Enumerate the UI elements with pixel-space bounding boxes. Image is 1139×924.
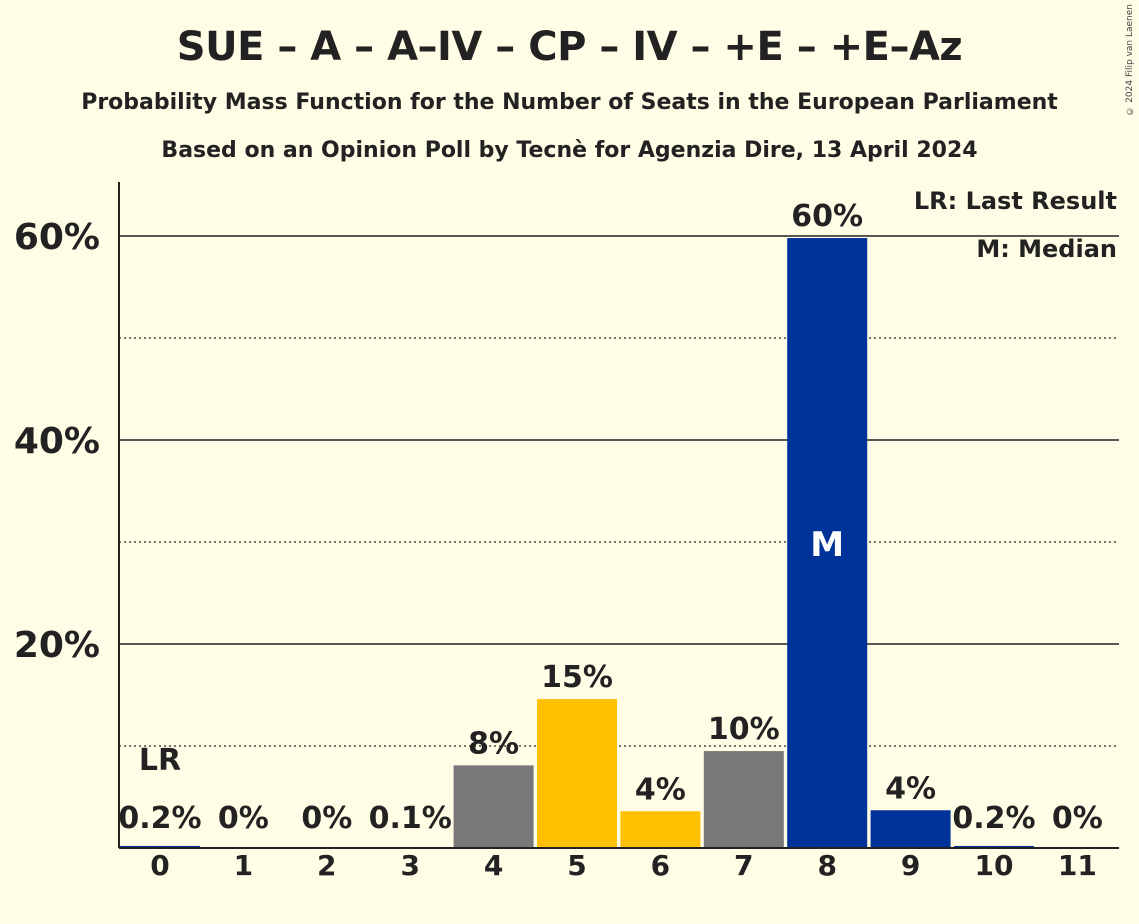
y-tick-label: 60%	[14, 217, 100, 258]
x-tick-label: 9	[901, 849, 920, 882]
x-tick-label: 10	[975, 849, 1014, 882]
x-tick-label: 8	[817, 849, 836, 882]
bar-value-label: 4%	[885, 771, 936, 806]
y-tick-label: 20%	[14, 625, 100, 666]
x-tick-label: 0	[150, 849, 169, 882]
bar-seats-8	[787, 238, 868, 849]
axes: 20% 40% 60% 0 1 2 3 4 5 6 7 8 9 10 11	[14, 182, 1119, 882]
bar-value-label: 0.2%	[118, 801, 201, 836]
x-tick-label: 5	[567, 849, 586, 882]
x-tick-label: 11	[1058, 849, 1097, 882]
median-marker: M	[810, 525, 844, 565]
chart-subtitle: Probability Mass Function for the Number…	[81, 90, 1058, 115]
bar-seats-4	[453, 765, 534, 848]
bar-labels: 0.2% 0% 0% 0.1% 8% 15% 4% 10% 60% 4% 0.2% 0% M LR	[118, 199, 1102, 836]
chart-source-line: Based on an Opinion Poll by Tecnè for Ag…	[161, 138, 978, 163]
bar-seats-6	[620, 811, 701, 848]
bar-value-label: 60%	[791, 199, 863, 234]
bar-seats-5	[537, 699, 617, 848]
bar-value-label: 8%	[468, 726, 519, 761]
bar-value-label: 4%	[635, 772, 686, 807]
bar-value-label: 0.1%	[369, 801, 452, 836]
bar-seats-10	[954, 845, 1034, 848]
bar-seats-7	[703, 751, 784, 848]
legend: LR: Last Result M: Median	[914, 187, 1117, 263]
bars	[120, 238, 1034, 849]
x-tick-label: 3	[400, 849, 419, 882]
y-tick-label: 40%	[14, 421, 100, 462]
x-tick-label: 2	[317, 849, 336, 882]
chart-title: SUE – A – A–IV – CP – IV – +E – +E–Az	[176, 24, 963, 70]
x-tick-label: 6	[651, 849, 670, 882]
bar-value-label: 0%	[1052, 801, 1103, 836]
x-tick-label: 7	[734, 849, 753, 882]
gridlines	[119, 235, 1119, 747]
x-tick-label: 1	[234, 849, 253, 882]
bar-value-label: 0%	[218, 801, 269, 836]
bar-seats-0	[120, 845, 200, 848]
last-result-marker: LR	[139, 743, 181, 778]
x-tick-label: 4	[484, 849, 503, 882]
bar-value-label: 0%	[301, 801, 352, 836]
bar-seats-9	[870, 810, 951, 848]
legend-last-result: LR: Last Result	[914, 187, 1117, 215]
bar-value-label: 15%	[541, 660, 613, 695]
bar-value-label: 10%	[708, 712, 780, 747]
bar-value-label: 0.2%	[952, 801, 1035, 836]
legend-median: M: Median	[976, 235, 1117, 263]
